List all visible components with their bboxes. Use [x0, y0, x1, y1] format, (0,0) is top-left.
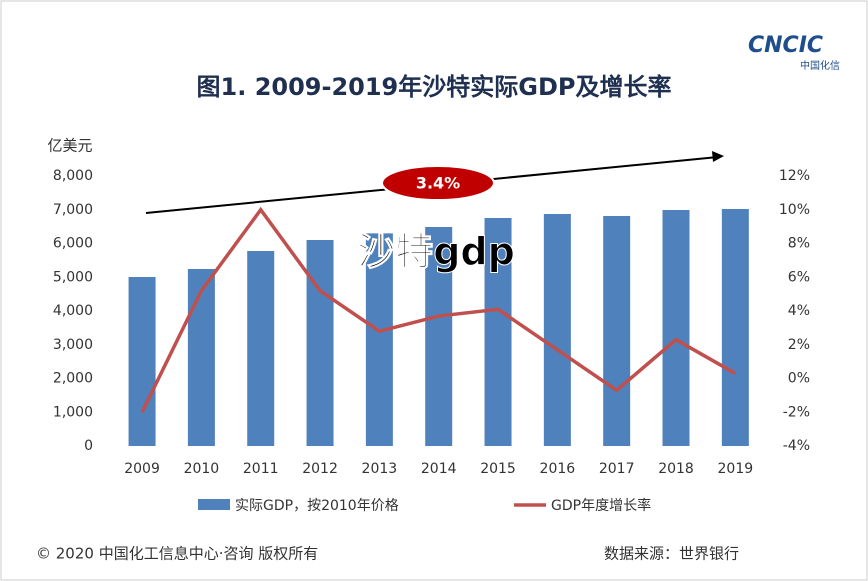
x-tick-label: 2019 — [718, 461, 754, 477]
line — [140, 206, 737, 414]
x-tick-label: 2010 — [184, 461, 220, 477]
y-tick-label: 2,000 — [53, 371, 93, 387]
x-tick-label: 2018 — [658, 461, 694, 477]
y2-tick-label: -2% — [783, 404, 810, 420]
y-tick-label: 6,000 — [53, 236, 93, 252]
annotation-bubble — [381, 165, 495, 201]
y2-tick-label: 6% — [788, 269, 810, 285]
y-tick-label: 7,000 — [53, 202, 93, 218]
x-tick-label: 2017 — [599, 461, 635, 477]
bar — [128, 277, 156, 446]
legend-label: 实际GDP，按2010年价格 — [235, 498, 399, 514]
bar — [187, 269, 215, 446]
bar — [365, 233, 393, 446]
copyright: © 2020 中国化工信息中心·咨询 版权所有 — [36, 545, 318, 563]
source: 数据来源：世界银行 — [604, 545, 739, 563]
logo-sub: 中国化信 — [800, 59, 840, 72]
arrow-head — [712, 151, 724, 162]
y2-tick-label: 12% — [779, 168, 810, 184]
annotation: 3.4% — [416, 174, 460, 193]
x-tick-label: 2009 — [124, 461, 160, 477]
bar — [484, 217, 512, 446]
y2-tick-label: -4% — [783, 438, 810, 454]
y2-tick-label: 4% — [788, 303, 810, 319]
y-tick-label: 3,000 — [53, 337, 93, 353]
bar — [603, 215, 631, 446]
legend-label: GDP年度增长率 — [551, 497, 651, 514]
y2-tick-label: 10% — [779, 202, 810, 218]
bar — [543, 214, 571, 446]
y-tick-label: 4,000 — [53, 303, 93, 319]
y-tick-label: 1,000 — [53, 404, 93, 420]
watermark: 沙特gdp — [357, 230, 515, 274]
bar — [721, 209, 749, 446]
bar — [247, 250, 275, 446]
y2-tick-label: 0% — [788, 371, 810, 387]
y2-tick-label: 2% — [788, 337, 810, 353]
bar — [425, 226, 453, 446]
logo: CNCIC — [748, 33, 823, 58]
chart-title: 图1. 2009-2019年沙特实际GDP及增长率 — [197, 73, 672, 101]
y-tick-label: 5,000 — [53, 269, 93, 285]
y-tick-label: 0 — [84, 438, 93, 454]
x-tick-label: 2013 — [362, 461, 398, 477]
legend-swatch — [198, 499, 230, 510]
y-axis-label: 亿美元 — [47, 137, 92, 155]
x-tick-label: 2016 — [540, 461, 576, 477]
y2-tick-label: 8% — [788, 236, 810, 252]
bar — [662, 209, 690, 446]
x-tick-label: 2015 — [480, 461, 516, 477]
x-tick-label: 2012 — [302, 461, 338, 477]
x-tick-label: 2011 — [243, 461, 279, 477]
bar — [306, 239, 334, 446]
y-tick-label: 8,000 — [53, 168, 93, 184]
x-tick-label: 2014 — [421, 461, 457, 477]
